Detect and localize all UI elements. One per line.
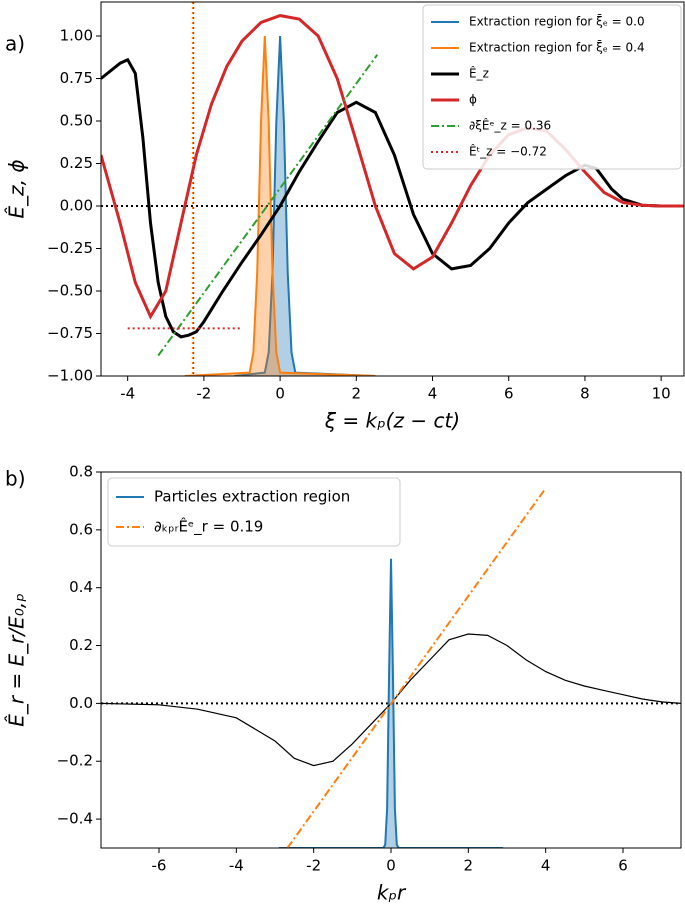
y-tick-label: −0.2: [57, 752, 93, 770]
y-tick-label: 0.6: [69, 520, 93, 538]
plot-area: [101, 487, 681, 848]
line: [157, 54, 379, 357]
legend-label: ∂ₖₚᵣÊᵉ_r = 0.19: [154, 517, 263, 537]
x-tick-label: -6: [152, 857, 167, 875]
legend-label: ∂ξÊᵉ_z = 0.36: [469, 118, 551, 133]
y-tick-label: 0.2: [69, 636, 93, 654]
y-tick-label: −1.00: [47, 367, 93, 385]
y-tick-label: 0.4: [69, 578, 93, 596]
y-tick-label: −0.4: [57, 810, 93, 828]
y-tick-label: 0.00: [60, 197, 93, 215]
line: [234, 35, 376, 376]
legend-box: [422, 4, 682, 170]
x-tick-label: 0: [386, 857, 396, 875]
line: [286, 487, 547, 848]
y-tick-label: −0.75: [47, 324, 93, 342]
y-tick-label: −0.50: [47, 282, 93, 300]
x-axis-label: ξ = kₚ(z − ct): [324, 409, 460, 433]
x-tick-label: -4: [229, 857, 244, 875]
x-tick-label: 4: [541, 857, 551, 875]
axes-frame: [100, 471, 682, 849]
axes-frame: [100, 1, 685, 377]
y-tick-label: −0.25: [47, 239, 93, 257]
x-tick-label: 8: [580, 385, 590, 403]
panel-label: b): [5, 467, 26, 491]
panel-label: a): [5, 32, 25, 56]
x-axis-label: kₚr: [377, 881, 407, 905]
x-tick-label: 2: [464, 857, 474, 875]
legend-label: Extraction region for ξ̄ₑ = 0.4: [469, 40, 645, 54]
x-tick-label: -2: [196, 385, 211, 403]
x-tick-label: 10: [652, 385, 671, 403]
legend-box: [107, 477, 401, 547]
legend-label: Particles extraction region: [154, 488, 350, 506]
x-tick-label: 2: [352, 385, 362, 403]
legend-label: Êᵗ_z = −0.72: [469, 144, 547, 159]
y-axis-label: Ê_z, ϕ: [5, 159, 29, 218]
legend-label: Ê_z: [469, 66, 489, 81]
y-tick-label: 0.8: [69, 463, 93, 481]
y-tick-label: 0.75: [60, 69, 93, 87]
x-tick-label: 0: [275, 385, 285, 403]
line: [278, 558, 504, 848]
legend-label: Extraction region for ξ̄ₑ = 0.0: [469, 14, 645, 28]
x-tick-label: 6: [504, 385, 514, 403]
x-tick-label: 6: [618, 857, 628, 875]
x-tick-label: -2: [306, 857, 321, 875]
x-tick-label: 4: [428, 385, 438, 403]
legend-label: ϕ: [469, 93, 477, 107]
y-tick-label: 1.00: [60, 27, 93, 45]
line: [101, 633, 681, 767]
y-axis-label: Ê_r = E_r/E₀,ₚ: [5, 593, 29, 727]
line: [184, 35, 376, 376]
x-tick-label: -4: [120, 385, 135, 403]
y-tick-label: 0.0: [69, 694, 93, 712]
y-tick-label: 0.25: [60, 154, 93, 172]
y-tick-label: 0.50: [60, 112, 93, 130]
